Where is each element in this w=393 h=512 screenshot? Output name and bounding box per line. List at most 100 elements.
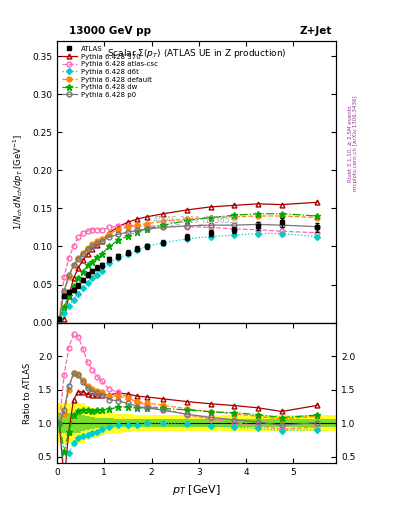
Pythia 6.428 default	[279, 213, 284, 219]
Pythia 6.428 370	[95, 242, 99, 248]
Pythia 6.428 p0	[76, 255, 81, 262]
Pythia 6.428 default	[232, 214, 237, 220]
Pythia 6.428 d6t	[135, 247, 140, 253]
Pythia 6.428 default	[126, 224, 130, 230]
Pythia 6.428 atlas-csc	[81, 230, 85, 236]
Pythia 6.428 default	[62, 289, 66, 295]
Pythia 6.428 p0	[315, 224, 320, 230]
Pythia 6.428 default	[99, 236, 104, 242]
Pythia 6.428 dw	[57, 316, 62, 322]
Pythia 6.428 dw	[135, 229, 140, 235]
Pythia 6.428 d6t	[315, 233, 320, 240]
Line: Pythia 6.428 370: Pythia 6.428 370	[57, 200, 320, 321]
X-axis label: $p_T$ [GeV]: $p_T$ [GeV]	[172, 483, 221, 497]
Pythia 6.428 atlas-csc	[85, 228, 90, 234]
Pythia 6.428 p0	[145, 226, 149, 232]
Pythia 6.428 p0	[71, 263, 76, 269]
Pythia 6.428 d6t	[71, 296, 76, 303]
Pythia 6.428 atlas-csc	[107, 224, 111, 230]
Pythia 6.428 dw	[81, 268, 85, 274]
Text: Z+Jet: Z+Jet	[300, 26, 332, 36]
Pythia 6.428 atlas-csc	[255, 227, 260, 233]
Pythia 6.428 atlas-csc	[116, 223, 121, 229]
Pythia 6.428 default	[81, 249, 85, 255]
Pythia 6.428 370	[76, 265, 81, 271]
Pythia 6.428 dw	[90, 259, 95, 265]
Pythia 6.428 dw	[255, 210, 260, 217]
Line: Pythia 6.428 d6t: Pythia 6.428 d6t	[57, 231, 319, 321]
Pythia 6.428 370	[232, 202, 237, 208]
Pythia 6.428 atlas-csc	[232, 226, 237, 232]
Pythia 6.428 dw	[99, 251, 104, 257]
Text: Rivet 3.1.10, ≥ 2.5M events: Rivet 3.1.10, ≥ 2.5M events	[347, 105, 352, 182]
Pythia 6.428 d6t	[208, 233, 213, 240]
Line: Pythia 6.428 p0: Pythia 6.428 p0	[57, 222, 320, 321]
Pythia 6.428 d6t	[126, 251, 130, 257]
Pythia 6.428 p0	[81, 251, 85, 257]
Pythia 6.428 p0	[232, 222, 237, 228]
Pythia 6.428 default	[161, 218, 166, 224]
Pythia 6.428 default	[85, 245, 90, 251]
Pythia 6.428 370	[57, 316, 62, 322]
Pythia 6.428 370	[90, 246, 95, 252]
Text: 13000 GeV pp: 13000 GeV pp	[69, 26, 151, 36]
Pythia 6.428 p0	[99, 238, 104, 244]
Pythia 6.428 default	[185, 216, 189, 222]
Pythia 6.428 p0	[57, 316, 62, 322]
Pythia 6.428 d6t	[85, 280, 90, 286]
Pythia 6.428 atlas-csc	[90, 227, 95, 233]
Pythia 6.428 p0	[161, 224, 166, 230]
Pythia 6.428 atlas-csc	[66, 255, 71, 261]
Pythia 6.428 d6t	[99, 268, 104, 274]
Pythia 6.428 d6t	[279, 230, 284, 237]
Pythia 6.428 atlas-csc	[99, 227, 104, 233]
Pythia 6.428 default	[71, 263, 76, 269]
Pythia 6.428 p0	[255, 221, 260, 227]
Pythia 6.428 d6t	[145, 243, 149, 249]
Pythia 6.428 atlas-csc	[71, 243, 76, 249]
Pythia 6.428 atlas-csc	[145, 223, 149, 229]
Pythia 6.428 p0	[135, 227, 140, 233]
Pythia 6.428 dw	[95, 254, 99, 260]
Pythia 6.428 370	[135, 216, 140, 222]
Pythia 6.428 dw	[145, 226, 149, 232]
Pythia 6.428 370	[161, 210, 166, 217]
Pythia 6.428 atlas-csc	[185, 224, 189, 230]
Pythia 6.428 default	[76, 255, 81, 261]
Pythia 6.428 p0	[62, 288, 66, 294]
Pythia 6.428 atlas-csc	[95, 227, 99, 233]
Pythia 6.428 d6t	[255, 230, 260, 237]
Pythia 6.428 370	[71, 275, 76, 282]
Pythia 6.428 370	[107, 230, 111, 236]
Pythia 6.428 dw	[116, 237, 121, 243]
Text: Scalar $\Sigma(p_T)$ (ATLAS UE in Z production): Scalar $\Sigma(p_T)$ (ATLAS UE in Z prod…	[107, 47, 286, 59]
Pythia 6.428 d6t	[76, 291, 81, 297]
Pythia 6.428 atlas-csc	[135, 223, 140, 229]
Pythia 6.428 default	[135, 222, 140, 228]
Pythia 6.428 atlas-csc	[57, 316, 62, 322]
Pythia 6.428 p0	[185, 223, 189, 229]
Pythia 6.428 p0	[66, 272, 71, 279]
Pythia 6.428 p0	[116, 231, 121, 238]
Pythia 6.428 default	[208, 215, 213, 221]
Pythia 6.428 default	[90, 241, 95, 247]
Pythia 6.428 370	[81, 257, 85, 263]
Pythia 6.428 atlas-csc	[315, 230, 320, 236]
Pythia 6.428 d6t	[90, 275, 95, 282]
Pythia 6.428 p0	[279, 222, 284, 228]
Pythia 6.428 370	[145, 214, 149, 220]
Pythia 6.428 dw	[107, 243, 111, 249]
Pythia 6.428 p0	[85, 246, 90, 252]
Text: mcplots.cern.ch [arXiv:1306.3436]: mcplots.cern.ch [arXiv:1306.3436]	[353, 96, 358, 191]
Line: Pythia 6.428 dw: Pythia 6.428 dw	[56, 210, 320, 322]
Pythia 6.428 dw	[208, 215, 213, 221]
Pythia 6.428 dw	[85, 263, 90, 269]
Pythia 6.428 d6t	[62, 310, 66, 316]
Pythia 6.428 370	[116, 224, 121, 230]
Y-axis label: $1/N_{ch}\,dN_{ch}/dp_T$ [GeV$^{-1}$]: $1/N_{ch}\,dN_{ch}/dp_T$ [GeV$^{-1}$]	[12, 134, 26, 230]
Pythia 6.428 d6t	[185, 236, 189, 242]
Pythia 6.428 d6t	[116, 255, 121, 261]
Pythia 6.428 370	[315, 199, 320, 205]
Pythia 6.428 370	[208, 204, 213, 210]
Pythia 6.428 default	[95, 238, 99, 244]
